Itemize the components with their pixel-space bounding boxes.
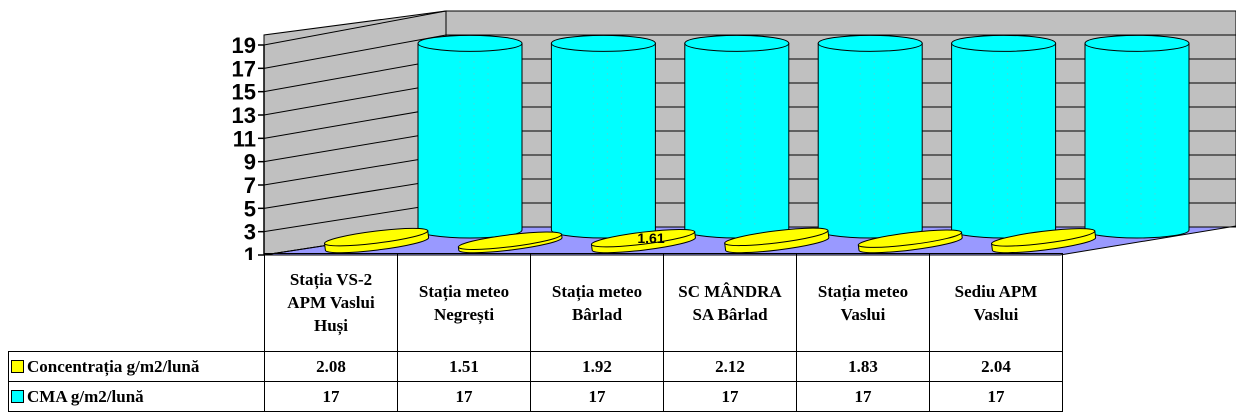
table-cell: 17 [530, 381, 664, 412]
gridline [263, 34, 1236, 69]
concentration-bar [457, 231, 563, 254]
y-tick-label: 11 [233, 126, 256, 151]
table-corner [9, 254, 265, 352]
concentration-bar [323, 227, 430, 254]
concentration-bar [857, 229, 963, 254]
y-tick-label: 1 [244, 243, 256, 260]
cma-bar-top [550, 34, 656, 52]
cma-bar [550, 42, 656, 239]
concentration-bar-top [724, 227, 829, 247]
y-tick-label: 5 [244, 196, 256, 221]
y-tick-label: 13 [232, 103, 256, 128]
y-tick-label: 19 [232, 33, 256, 58]
legend-label: Concentrația g/m2/lună [27, 356, 200, 376]
legend-swatch-cyan [11, 390, 24, 404]
table-cell: 17 [663, 381, 797, 412]
table-header-cell: SC MÂNDRA SA Bârlad [663, 253, 797, 352]
y-tick-label: 7 [244, 173, 256, 198]
cma-bar [951, 42, 1057, 239]
table-header-cell: Sediu APM Vaslui [929, 253, 1063, 352]
table-header-cell: Stația meteo Negrești [397, 253, 531, 352]
data-label: 1.61 [637, 230, 664, 246]
concentration-bar-top [857, 229, 963, 248]
table-cell: 17 [397, 381, 531, 412]
table-cell: 17 [796, 381, 930, 412]
legend-swatch-yellow [11, 360, 24, 374]
table-cell: 2.08 [264, 351, 398, 382]
concentration-bar-top [590, 228, 696, 248]
cma-bar-top [684, 34, 790, 52]
cma-bar [684, 42, 790, 239]
table-cell: 1.83 [796, 351, 930, 382]
table-header-cell: Stația meteo Vaslui [796, 253, 930, 352]
cma-bar [417, 42, 523, 239]
concentration-bar-top [457, 231, 563, 250]
table-cell: 17 [264, 381, 398, 412]
table-row: Concentrația g/m2/lună 2.08 1.51 1.92 2.… [8, 351, 1063, 382]
cma-bar-top [1084, 34, 1190, 52]
table-cell: 1.92 [530, 351, 664, 382]
cma-bar-top [951, 34, 1057, 52]
cma-bar-top [417, 34, 523, 52]
y-tick-label: 9 [244, 150, 256, 175]
legend-entry-cma: CMA g/m2/lună [8, 381, 265, 412]
concentration-bar-top [324, 227, 429, 247]
concentration-bar [991, 228, 1097, 254]
table-row: CMA g/m2/lună 17 17 17 17 17 17 [8, 381, 1063, 412]
table-header-cell: Stația meteo Bârlad [530, 253, 664, 352]
table-cell: 2.04 [929, 351, 1063, 382]
concentration-bar [724, 227, 830, 254]
table-cell: 17 [929, 381, 1063, 412]
cma-bar [817, 42, 923, 239]
y-tick-label: 15 [232, 80, 256, 105]
gridline [263, 10, 1236, 46]
legend-entry-concentration: Concentrația g/m2/lună [8, 351, 265, 382]
y-tick-label: 3 [244, 220, 256, 245]
cma-bar-top [817, 34, 923, 52]
concentration-bar-top [991, 228, 1096, 247]
table-cell: 1.51 [397, 351, 531, 382]
y-tick-label: 17 [232, 56, 256, 81]
table-header-cell: Stația VS-2 APM Vaslui Huși [264, 253, 398, 352]
cma-bar [1084, 42, 1190, 239]
legend-label: CMA g/m2/lună [27, 386, 144, 406]
concentration-bar [590, 228, 696, 254]
table-cell: 2.12 [663, 351, 797, 382]
data-table: Stația VS-2 APM Vaslui Huși Stația meteo… [8, 253, 1063, 412]
